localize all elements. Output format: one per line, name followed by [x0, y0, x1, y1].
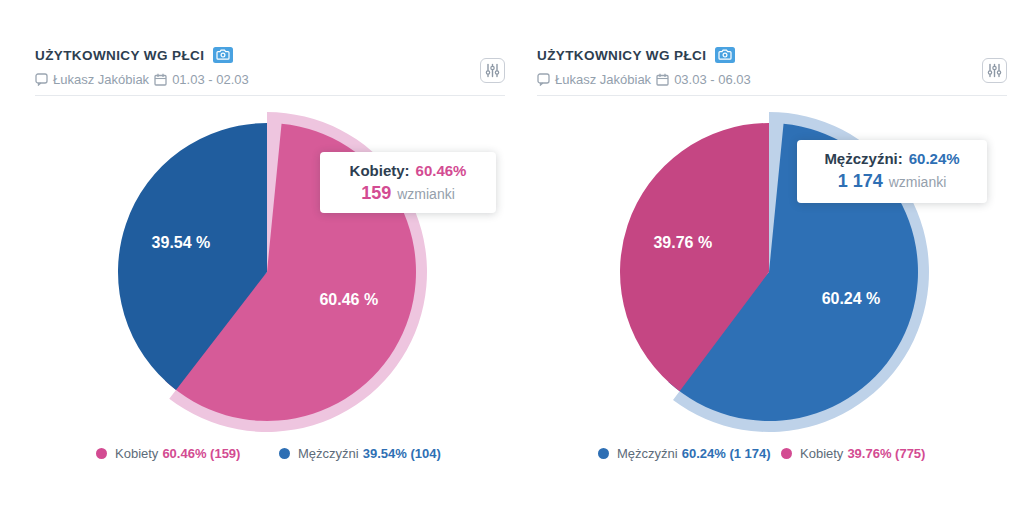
project-icon	[35, 73, 48, 86]
slice-percent-label: 39.76 %	[653, 234, 712, 251]
tooltip-label: Kobiety:	[350, 162, 410, 179]
tooltip-percent: 60.24%	[909, 150, 960, 167]
camera-icon[interactable]	[715, 47, 735, 63]
legend-stats: 39.54% (104)	[363, 446, 441, 461]
legend-dot	[598, 448, 609, 459]
legend-name: Mężczyźni	[298, 446, 359, 461]
panel-title: UŻYTKOWNICY WG PŁCI	[35, 48, 204, 63]
tooltip-count: 159	[361, 183, 391, 203]
filter-button[interactable]	[480, 58, 505, 83]
legend-dot	[781, 448, 792, 459]
tooltip-unit: wzmianki	[889, 174, 947, 190]
legend-dot	[96, 448, 107, 459]
calendar-icon	[656, 73, 669, 86]
legend: Mężczyźni 60.24% (1 174) Kobiety 39.76% …	[537, 446, 1007, 464]
gender-panel-right: UŻYTKOWNICY WG PŁCI Łukasz Jakóbiak 03.0…	[537, 38, 1007, 478]
legend-item[interactable]: Kobiety 39.76% (775)	[781, 446, 925, 461]
legend-stats: 60.46% (159)	[162, 446, 240, 461]
legend-item[interactable]: Mężczyźni 60.24% (1 174)	[598, 446, 771, 461]
project-icon	[537, 73, 550, 86]
calendar-icon	[154, 73, 167, 86]
tooltip-unit: wzmianki	[397, 186, 455, 202]
tooltip-percent: 60.46%	[416, 162, 467, 179]
author-label: Łukasz Jakóbiak	[53, 72, 149, 87]
panel-title: UŻYTKOWNICY WG PŁCI	[537, 48, 706, 63]
chart-tooltip: Mężczyźni: 60.24% 1 174 wzmianki	[797, 140, 987, 203]
legend-item[interactable]: Kobiety 60.46% (159)	[96, 446, 240, 461]
author-label: Łukasz Jakóbiak	[555, 72, 651, 87]
legend-dot	[279, 448, 290, 459]
slice-percent-label: 60.46 %	[319, 291, 378, 308]
legend-stats: 60.24% (1 174)	[682, 446, 771, 461]
legend-name: Mężczyźni	[617, 446, 678, 461]
legend-name: Kobiety	[800, 446, 843, 461]
gender-panel-left: UŻYTKOWNICY WG PŁCI Łukasz Jakóbiak 01.0…	[35, 38, 505, 478]
legend-name: Kobiety	[115, 446, 158, 461]
legend-item[interactable]: Mężczyźni 39.54% (104)	[279, 446, 441, 461]
legend-stats: 39.76% (775)	[847, 446, 925, 461]
date-range-label: 03.03 - 06.03	[674, 72, 751, 87]
tooltip-label: Mężczyźni:	[824, 150, 902, 167]
slice-percent-label: 60.24 %	[822, 290, 881, 307]
filter-button[interactable]	[982, 58, 1007, 83]
slice-percent-label: 39.54 %	[152, 234, 211, 251]
sliders-icon	[485, 63, 500, 78]
date-range-label: 01.03 - 02.03	[172, 72, 249, 87]
camera-icon[interactable]	[213, 47, 233, 63]
tooltip-count: 1 174	[838, 171, 883, 191]
chart-tooltip: Kobiety: 60.46% 159 wzmianki	[320, 152, 496, 213]
pie-chart[interactable]: 60.46 % 39.54 %	[35, 96, 505, 436]
sliders-icon	[987, 63, 1002, 78]
legend: Kobiety 60.46% (159) Mężczyźni 39.54% (1…	[35, 446, 505, 464]
